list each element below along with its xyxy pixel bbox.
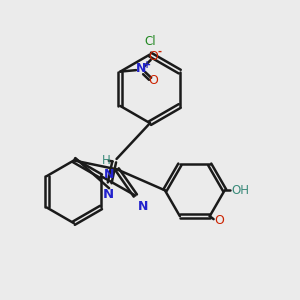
Text: Cl: Cl xyxy=(144,35,156,48)
Text: N: N xyxy=(135,62,146,75)
Text: OH: OH xyxy=(232,184,250,197)
Text: O: O xyxy=(148,50,158,63)
Text: +: + xyxy=(143,60,151,70)
Text: N: N xyxy=(138,200,149,213)
Text: N: N xyxy=(103,188,114,201)
Text: H: H xyxy=(102,154,111,167)
Text: N: N xyxy=(103,168,114,181)
Text: O: O xyxy=(214,214,224,226)
Text: -: - xyxy=(158,47,162,57)
Text: O: O xyxy=(148,74,158,87)
